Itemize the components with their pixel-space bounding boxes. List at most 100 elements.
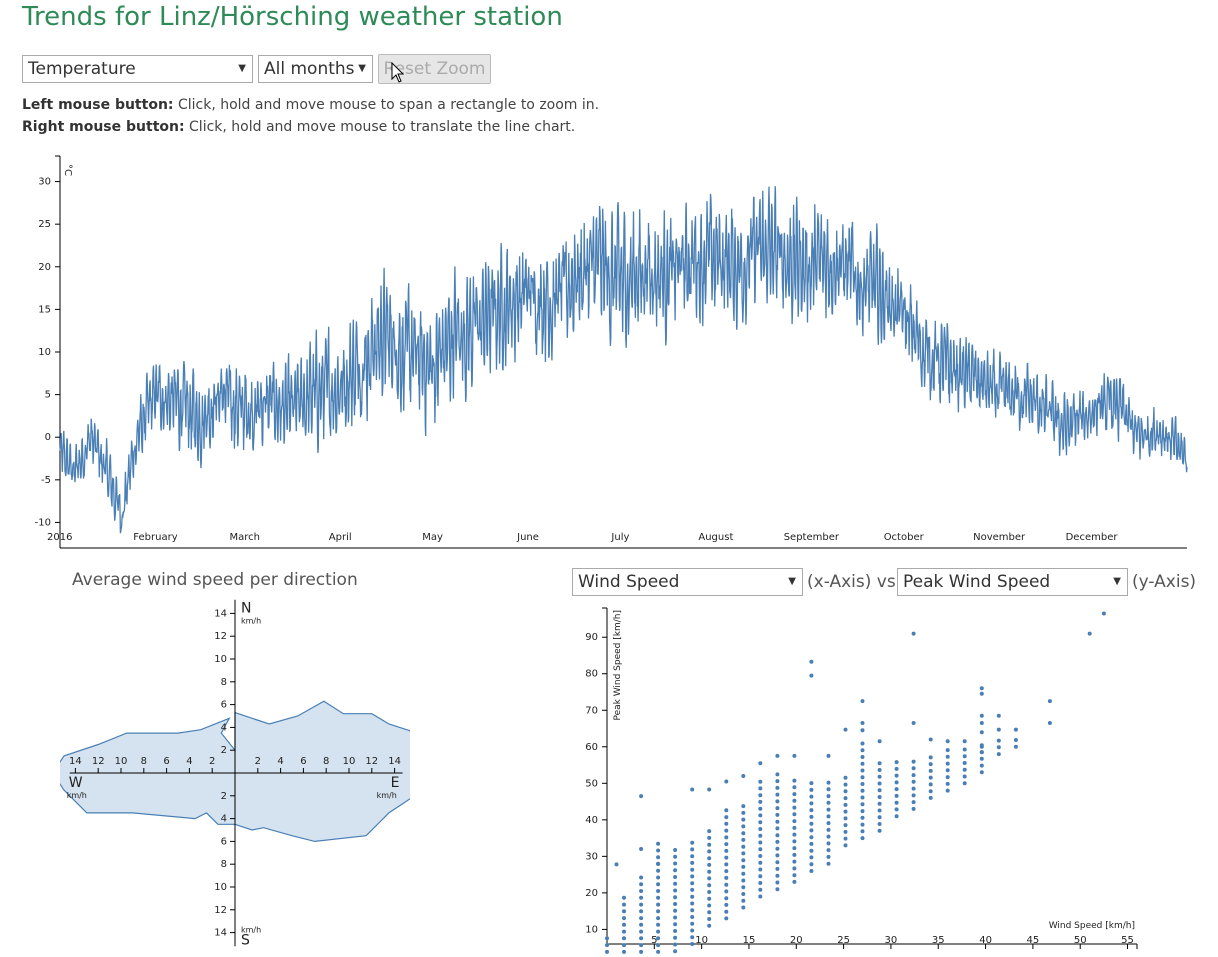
y-tick-label: 10 (585, 924, 598, 935)
scatter-point (877, 739, 882, 744)
north-unit: km/h (241, 617, 261, 626)
scatter-point (707, 923, 712, 928)
x-tick-label: September (784, 532, 840, 543)
x-axis-select[interactable]: Wind Speed ▼ (572, 568, 803, 596)
scatter-point (690, 901, 695, 906)
scatter-point (928, 782, 933, 787)
scatter-point (724, 808, 729, 813)
scatter-point (724, 848, 729, 853)
scatter-point (758, 860, 763, 865)
scatter-point (622, 949, 626, 954)
scatter-point (690, 928, 695, 933)
scatter-point (1101, 611, 1106, 616)
scatter-point (792, 798, 797, 803)
y-tick-label: 6 (221, 836, 227, 847)
scatter-point (860, 728, 865, 733)
scatter-point (979, 763, 984, 768)
scatter-point (945, 768, 950, 773)
scatter-point (775, 779, 780, 784)
scatter-point (741, 864, 746, 869)
scatter-point (775, 799, 780, 804)
scatter-point (656, 855, 661, 860)
mouse-pointer-icon (391, 62, 405, 83)
scatter-point (809, 659, 814, 664)
x-tick-label: 15 (743, 935, 756, 946)
scatter-point (758, 894, 763, 899)
instruction-left: Left mouse button: Click, hold and move … (22, 97, 599, 113)
x-tick-label: 2 (255, 756, 261, 767)
y-tick-label: 10 (214, 654, 227, 665)
scatter-point (741, 810, 746, 815)
scatter-point (962, 767, 967, 772)
x-tick-label: 8 (323, 756, 329, 767)
scatter-point (792, 792, 797, 797)
scatter-point (775, 853, 780, 858)
scatter-point (639, 875, 644, 880)
scatter-point (843, 727, 848, 732)
y-tick-label: 12 (214, 631, 227, 642)
scatter-point (826, 794, 831, 799)
scatter-point (911, 773, 916, 778)
scatter-point (894, 787, 899, 792)
scatter-point (979, 721, 984, 725)
y-axis-select[interactable]: Peak Wind Speed ▼ (897, 568, 1128, 596)
scatter-point (860, 775, 865, 780)
y-tick-label: 20 (585, 888, 598, 899)
scatter-point (1087, 631, 1092, 636)
month-select[interactable]: All months ▼ (258, 55, 373, 83)
scatter-point (775, 887, 780, 892)
temperature-line-chart[interactable]: -10 -5 0 5 10 15 20 25 30 °C 2016 February March Apri… (0, 148, 1218, 553)
x-tick-label: 12 (92, 756, 105, 767)
scatter-point (792, 819, 797, 824)
scatter-point (979, 713, 984, 718)
scatter-point (775, 812, 780, 817)
scatter-point (639, 922, 644, 927)
chevron-down-icon: ▼ (788, 576, 796, 587)
scatter-point (775, 833, 780, 838)
scatter-point (622, 902, 626, 907)
x-tick-label: 12 (365, 756, 378, 767)
scatter-point (673, 868, 678, 873)
scatter-point (741, 837, 746, 842)
chevron-down-icon: ▼ (358, 63, 366, 74)
x-tick-label: 2016 (47, 532, 72, 543)
measure-select-value: Temperature (28, 59, 136, 79)
scatter-point (962, 754, 967, 759)
y-tick-label: 60 (585, 742, 598, 753)
scatter-point (928, 775, 933, 780)
x-tick-label: 50 (1074, 935, 1087, 946)
scatter-point (775, 846, 780, 851)
scatter-point (826, 848, 831, 853)
scatter-point (860, 829, 865, 834)
scatter-point (877, 801, 882, 806)
measure-select[interactable]: Temperature ▼ (22, 55, 253, 83)
scatter-point (656, 902, 661, 907)
scatter-point (724, 916, 729, 921)
scatter-point (758, 833, 763, 838)
y-tick-label: 14 (214, 928, 227, 939)
scatter-point (996, 738, 1001, 743)
x-tick-label: 25 (837, 935, 850, 946)
scatter-point (741, 858, 746, 863)
scatter-point (758, 799, 763, 804)
temperature-series-line (59, 186, 1188, 534)
instruction-right-text: Click, hold and move mouse to translate … (184, 119, 576, 135)
scatter-point (656, 861, 661, 866)
scatter-point (707, 876, 712, 881)
scatter-point (928, 768, 933, 773)
scatter-point (707, 896, 712, 901)
scatter-point (860, 741, 865, 746)
y-tick-label: 90 (585, 632, 598, 643)
scatter-point (639, 909, 644, 914)
month-select-value: All months (264, 59, 355, 79)
scatter-point (860, 761, 865, 766)
scatter-point (826, 821, 831, 826)
scatter-point (673, 848, 678, 852)
x-tick-label: 35 (932, 935, 945, 946)
scatter-point (843, 823, 848, 828)
scatter-point (775, 753, 780, 758)
scatter-point (809, 869, 814, 873)
scatter-point (894, 793, 899, 798)
scatter-point (928, 762, 933, 767)
scatter-point (860, 782, 865, 786)
